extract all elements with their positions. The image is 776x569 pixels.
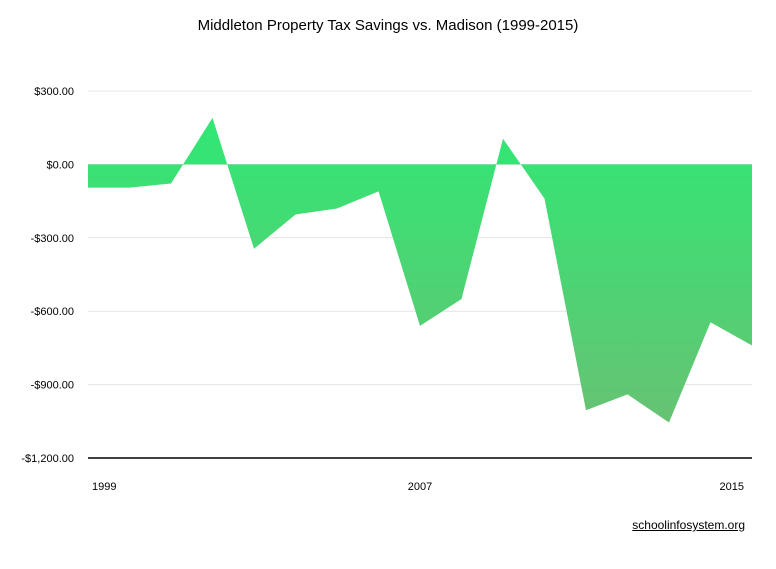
y-tick-label: -$600.00 (31, 306, 74, 318)
area-series-fill (88, 117, 752, 423)
source-link[interactable]: schoolinfosystem.org (632, 518, 745, 532)
y-tick-label: -$300.00 (31, 233, 74, 245)
x-tick-label: 1999 (92, 481, 116, 493)
x-tick-labels: 1999 2007 2015 (92, 481, 744, 493)
y-tick-label: -$900.00 (31, 380, 74, 392)
y-tick-label: -$1,200.00 (21, 453, 74, 465)
x-tick-label: 2007 (408, 481, 432, 493)
y-tick-label: $0.00 (46, 159, 74, 171)
area-series (87, 117, 753, 423)
chart-title: Middleton Property Tax Savings vs. Madis… (197, 17, 579, 34)
y-tick-label: $300.00 (34, 86, 74, 98)
x-tick-label: 2015 (720, 481, 744, 493)
y-tick-labels: $300.00 $0.00 -$300.00 -$600.00 -$900.00 -$1,… (21, 86, 74, 465)
